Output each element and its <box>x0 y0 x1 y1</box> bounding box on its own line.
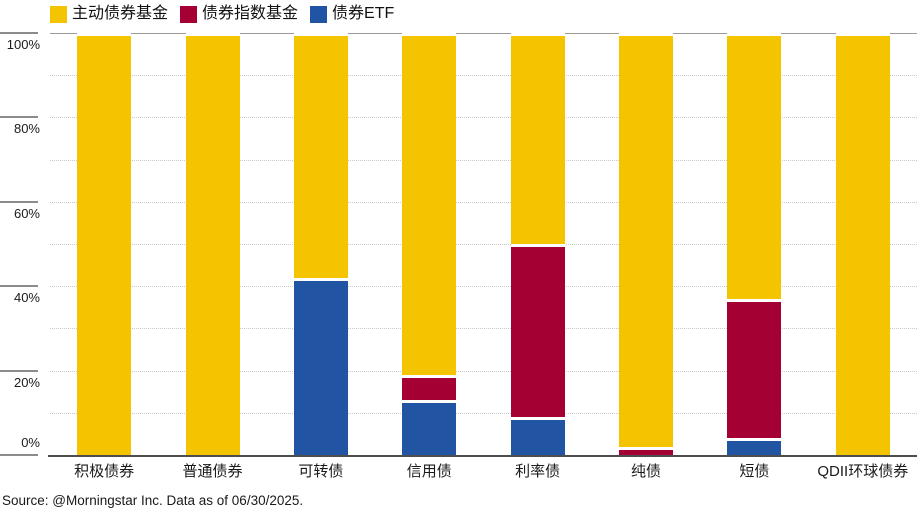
legend-swatch-icon <box>180 5 198 23</box>
bar-利率债 <box>510 33 565 455</box>
bar-segment-纯债-主动债券基金 <box>619 33 674 447</box>
y-tick-mark-60 <box>0 200 38 203</box>
bar-segment-短债-债券指数基金 <box>727 298 782 439</box>
bar-segment-纯债-债券指数基金 <box>619 446 674 455</box>
bar-短债 <box>727 33 782 455</box>
bar-可转债 <box>293 33 348 455</box>
bar-segment-利率债-主动债券基金 <box>510 33 565 244</box>
x-axis-label-普通债券: 普通债券 <box>182 463 243 480</box>
x-axis-label-纯债: 纯债 <box>631 463 662 480</box>
y-tick-label-20: 20% <box>13 374 40 390</box>
source-note: Source: @Morningstar Inc. Data as of 06/… <box>2 493 304 508</box>
bar-segment-QDII环球债券-主动债券基金 <box>835 33 890 455</box>
y-tick-label-0: 0% <box>21 435 40 450</box>
x-axis-baseline <box>48 455 917 457</box>
bar-普通债券 <box>185 33 240 455</box>
bar-segment-可转债-主动债券基金 <box>293 33 348 278</box>
gridline-70pct <box>50 159 917 161</box>
bar-纯债 <box>619 33 674 455</box>
gridline-80pct <box>50 117 917 119</box>
x-axis-label-QDII环球债券: QDII环球债券 <box>817 463 909 480</box>
gridline-60pct <box>50 201 917 203</box>
bar-segment-普通债券-主动债券基金 <box>185 33 240 455</box>
bar-segment-利率债-债券ETF <box>510 417 565 455</box>
legend-item-2: 债券ETF <box>310 4 394 24</box>
legend-item-0: 主动债券基金 <box>50 4 168 24</box>
bar-信用债 <box>402 33 457 455</box>
x-axis-label-信用债: 信用债 <box>406 463 452 480</box>
y-tick-mark-0 <box>0 454 38 456</box>
y-tick-mark-100 <box>0 32 38 34</box>
gridline-20pct <box>50 370 917 372</box>
x-axis-label-可转债: 可转债 <box>298 463 344 480</box>
legend-label: 主动债券基金 <box>72 5 169 22</box>
bar-segment-短债-债券ETF <box>727 438 782 455</box>
bar-segment-积极债券-主动债券基金 <box>77 33 132 455</box>
y-tick-label-60: 60% <box>13 205 40 221</box>
gridline-30pct <box>50 328 917 330</box>
bar-QDII环球债券 <box>835 33 890 455</box>
bar-segment-可转债-债券ETF <box>293 277 348 455</box>
y-tick-mark-80 <box>0 116 38 119</box>
legend-item-1: 债券指数基金 <box>180 4 298 24</box>
bar-segment-信用债-债券指数基金 <box>402 374 457 401</box>
chart-legend: 主动债券基金 债券指数基金 债券ETF <box>50 4 394 24</box>
legend-label: 债券指数基金 <box>202 5 299 22</box>
legend-label: 债券ETF <box>332 5 395 22</box>
y-tick-label-80: 80% <box>13 121 40 137</box>
gridline-40pct <box>50 286 917 288</box>
gridline-100pct <box>50 33 917 34</box>
y-tick-mark-20 <box>0 369 38 372</box>
y-tick-mark-40 <box>0 285 38 288</box>
bar-segment-信用债-债券ETF <box>402 400 457 455</box>
gridline-90pct <box>50 75 917 77</box>
legend-swatch-icon <box>310 5 328 23</box>
bar-积极债券 <box>77 33 132 455</box>
x-axis-label-利率债: 利率债 <box>515 463 561 480</box>
y-tick-label-100: 100% <box>6 37 40 52</box>
y-tick-label-40: 40% <box>13 290 40 306</box>
legend-swatch-icon <box>50 5 67 23</box>
x-axis-label-积极债券: 积极债券 <box>74 463 135 480</box>
gridline-50pct <box>50 244 917 245</box>
x-axis-label-短债: 短债 <box>739 463 770 480</box>
plot-area <box>50 33 917 455</box>
bar-segment-利率债-债券指数基金 <box>510 244 565 418</box>
bar-segment-短债-主动债券基金 <box>727 33 782 299</box>
gridline-10pct <box>50 412 917 414</box>
bar-segment-信用债-主动债券基金 <box>402 33 457 375</box>
x-axis-labels: 积极债券 普通债券 可转债 信用债 利率债 纯债 短债 QDII环球债券 <box>50 462 917 484</box>
